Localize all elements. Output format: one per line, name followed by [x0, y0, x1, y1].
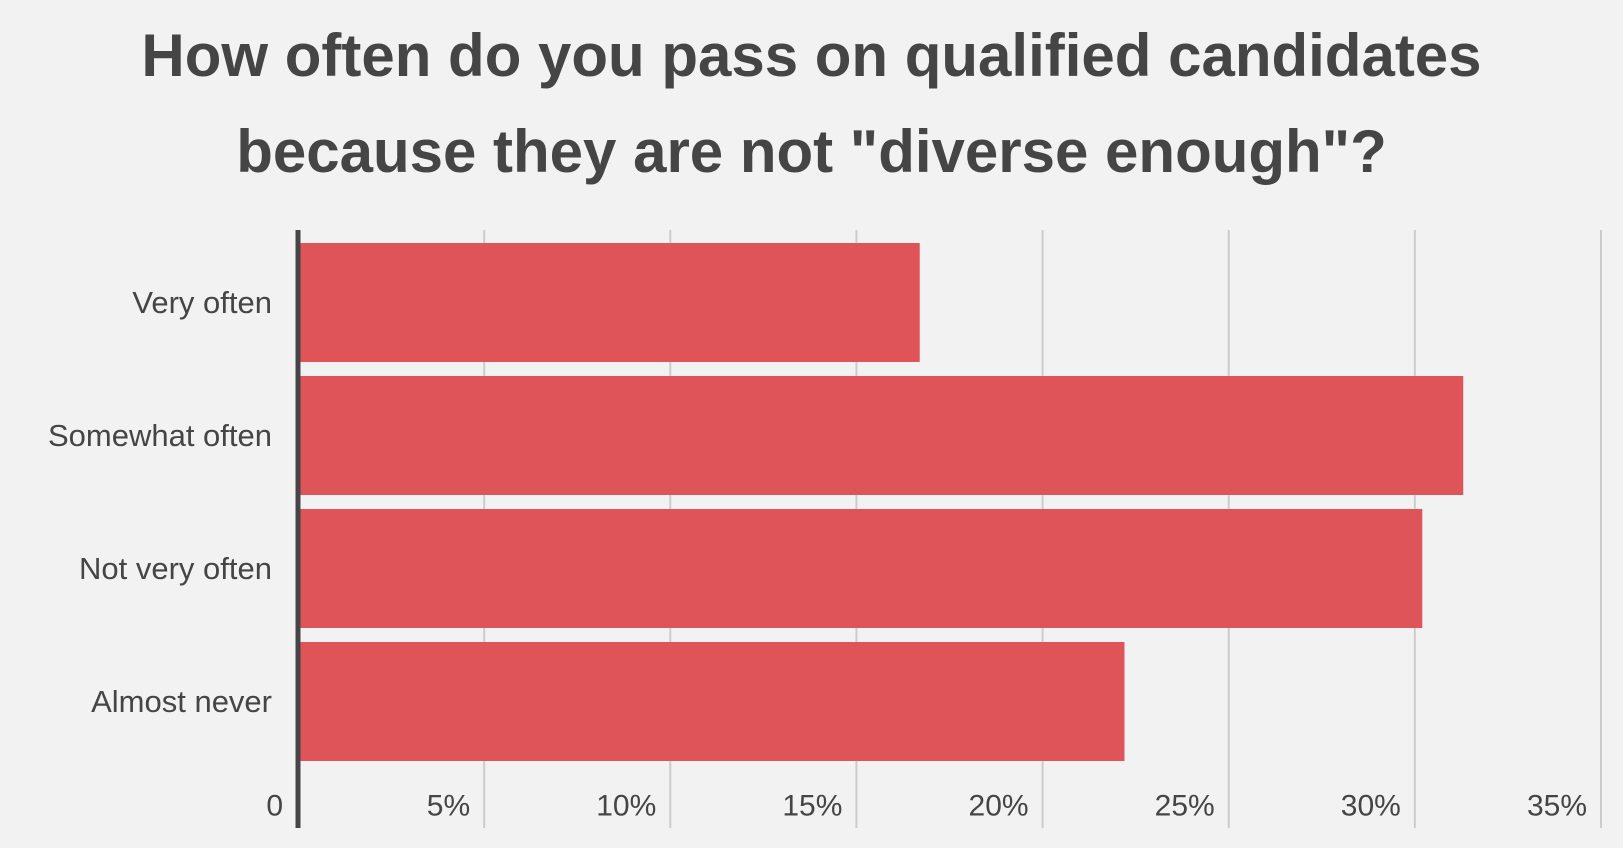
category-label-not-very-often: Not very often [79, 551, 272, 586]
chart-title-line-1: How often do you pass on qualified candi… [141, 22, 1482, 89]
bar-very-often [298, 243, 920, 362]
x-tick-label-0: 0 [266, 790, 283, 823]
bars [298, 243, 1464, 761]
x-tick-label-10: 10% [596, 790, 656, 823]
category-label-almost-never: Almost never [91, 684, 272, 719]
x-tick-label-15: 15% [782, 790, 842, 823]
x-tick-labels: 0 5% 10% 15% 20% 25% 30% 35% [266, 790, 1587, 823]
chart-title: How often do you pass on qualified candi… [0, 8, 1623, 200]
x-tick-label-35: 35% [1527, 790, 1587, 823]
x-tick-label-5: 5% [427, 790, 470, 823]
category-label-very-often: Very often [132, 285, 272, 320]
bar-not-very-often [298, 509, 1423, 628]
x-tick-label-25: 25% [1155, 790, 1215, 823]
bar-almost-never [298, 642, 1125, 761]
x-tick-label-20: 20% [969, 790, 1029, 823]
chart-title-line-2: because they are not "diverse enough"? [236, 118, 1387, 185]
x-tick-label-30: 30% [1341, 790, 1401, 823]
bar-somewhat-often [298, 376, 1464, 495]
category-label-somewhat-often: Somewhat often [48, 418, 272, 453]
category-labels: Very often Somewhat often Not very often Al… [48, 285, 272, 719]
